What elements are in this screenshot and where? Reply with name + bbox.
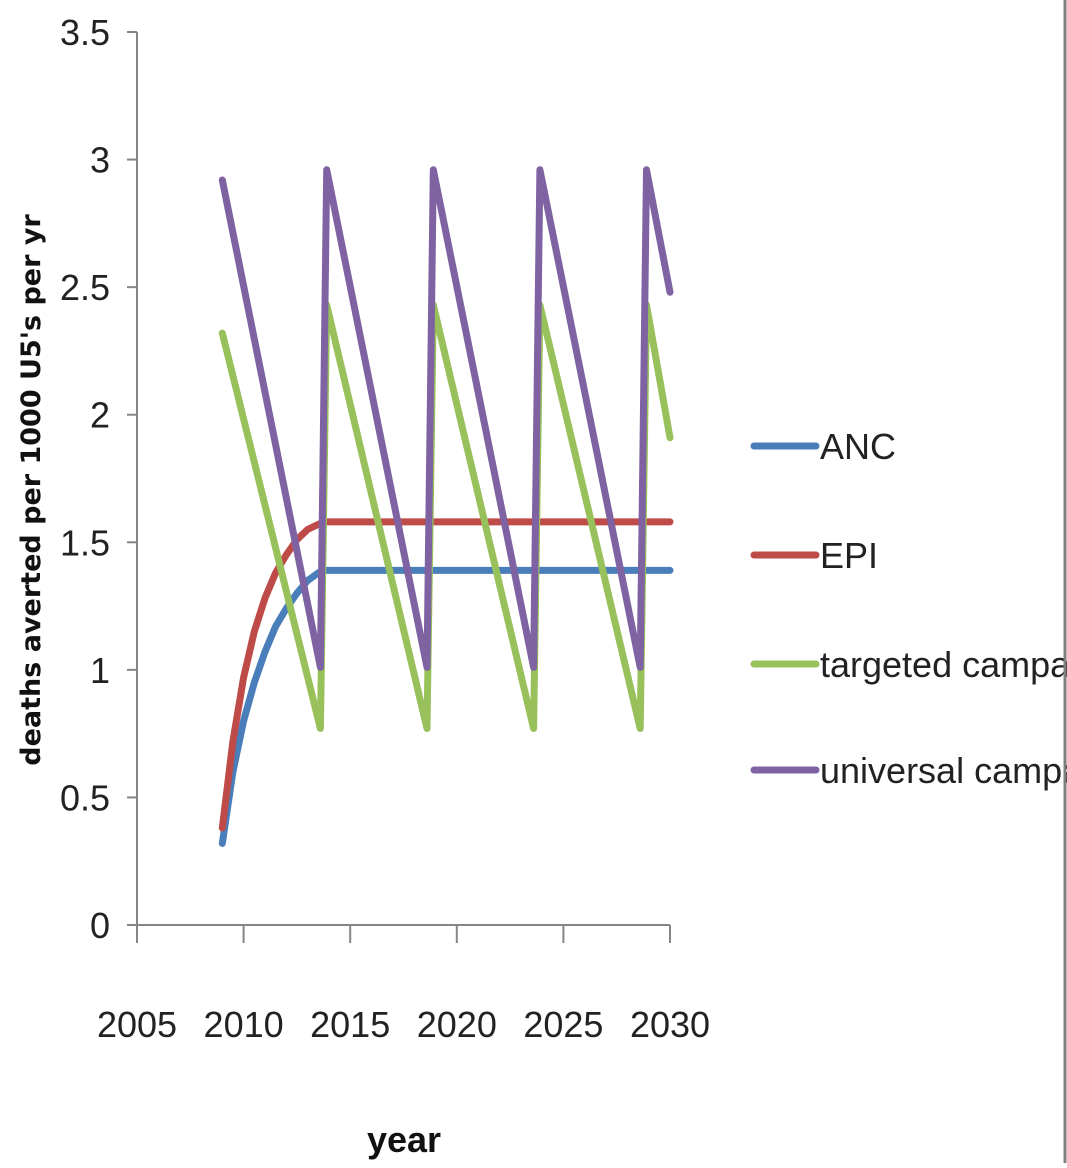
legend-label-targeted-campaign: targeted campaign: [820, 644, 1067, 685]
axes: 0 0.5 1 1.5 2 2.5 3 3.5 2005 2010 2015 2020 2025 2030: [60, 12, 710, 1045]
y-tick-label: 2: [90, 395, 110, 436]
x-tick-label: 2020: [417, 1004, 497, 1045]
y-tick-label: 3: [90, 140, 110, 181]
legend-label-anc: ANC: [820, 426, 896, 467]
legend-label-epi: EPI: [820, 535, 878, 576]
y-axis-title: deaths averted per 1000 U5's per yr: [16, 214, 47, 766]
x-tick-label: 2010: [204, 1004, 284, 1045]
x-tick-label: 2005: [97, 1004, 177, 1045]
y-tick-label: 2.5: [60, 267, 110, 308]
x-axis-title: year: [367, 1119, 441, 1160]
series-line-universal-campaign: [218, 166, 674, 671]
legend-label-universal-campaign: universal campaign: [820, 750, 1067, 791]
y-tick-label: 0.5: [60, 777, 110, 818]
legend: ANC EPI targeted campaign universal campaig…: [750, 426, 1067, 791]
y-tick-label: 1.5: [60, 522, 110, 563]
x-tick-label: 2030: [630, 1004, 710, 1045]
y-tick-label: 1: [90, 650, 110, 691]
x-tick-label: 2015: [310, 1004, 390, 1045]
y-tick-label: 0: [90, 905, 110, 946]
x-tick-label: 2025: [523, 1004, 603, 1045]
series-lines: [218, 166, 674, 847]
y-tick-label: 3.5: [60, 12, 110, 53]
